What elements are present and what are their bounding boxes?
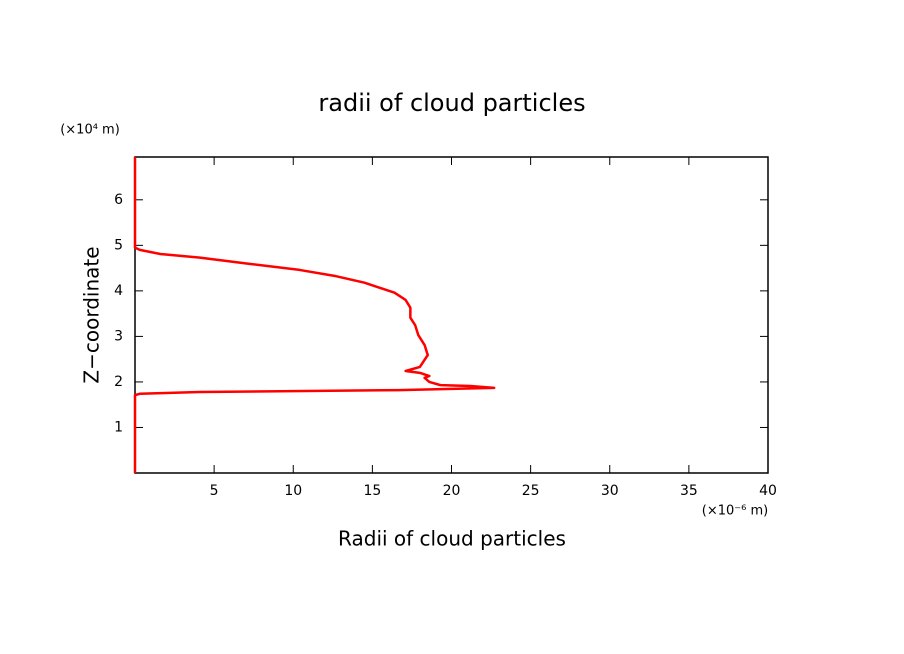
y-tick-label: 3 xyxy=(114,328,123,344)
y-tick-label: 4 xyxy=(114,283,123,299)
x-tick-label: 40 xyxy=(759,483,777,499)
x-tick-label: 15 xyxy=(363,483,381,499)
x-tick-label: 5 xyxy=(210,483,219,499)
x-axis-label: Radii of cloud particles xyxy=(338,527,566,551)
y-axis-label: Z−coordinate xyxy=(80,246,104,383)
plot-frame xyxy=(134,156,769,474)
data-line xyxy=(133,157,496,473)
y-tick-label: 2 xyxy=(114,374,123,390)
y-tick-label: 5 xyxy=(114,237,123,253)
x-tick-label: 35 xyxy=(680,483,698,499)
y-tick-label: 6 xyxy=(114,192,123,208)
x-tick-label: 30 xyxy=(601,483,619,499)
y-axis-unit: (×10⁴ m) xyxy=(60,123,120,138)
x-axis-unit: (×10⁻⁶ m) xyxy=(702,504,768,519)
x-tick-label: 25 xyxy=(522,483,540,499)
x-tick-label: 20 xyxy=(443,483,461,499)
x-tick-label: 10 xyxy=(284,483,302,499)
y-tick-label: 1 xyxy=(114,419,123,435)
chart-title: radii of cloud particles xyxy=(318,89,585,117)
